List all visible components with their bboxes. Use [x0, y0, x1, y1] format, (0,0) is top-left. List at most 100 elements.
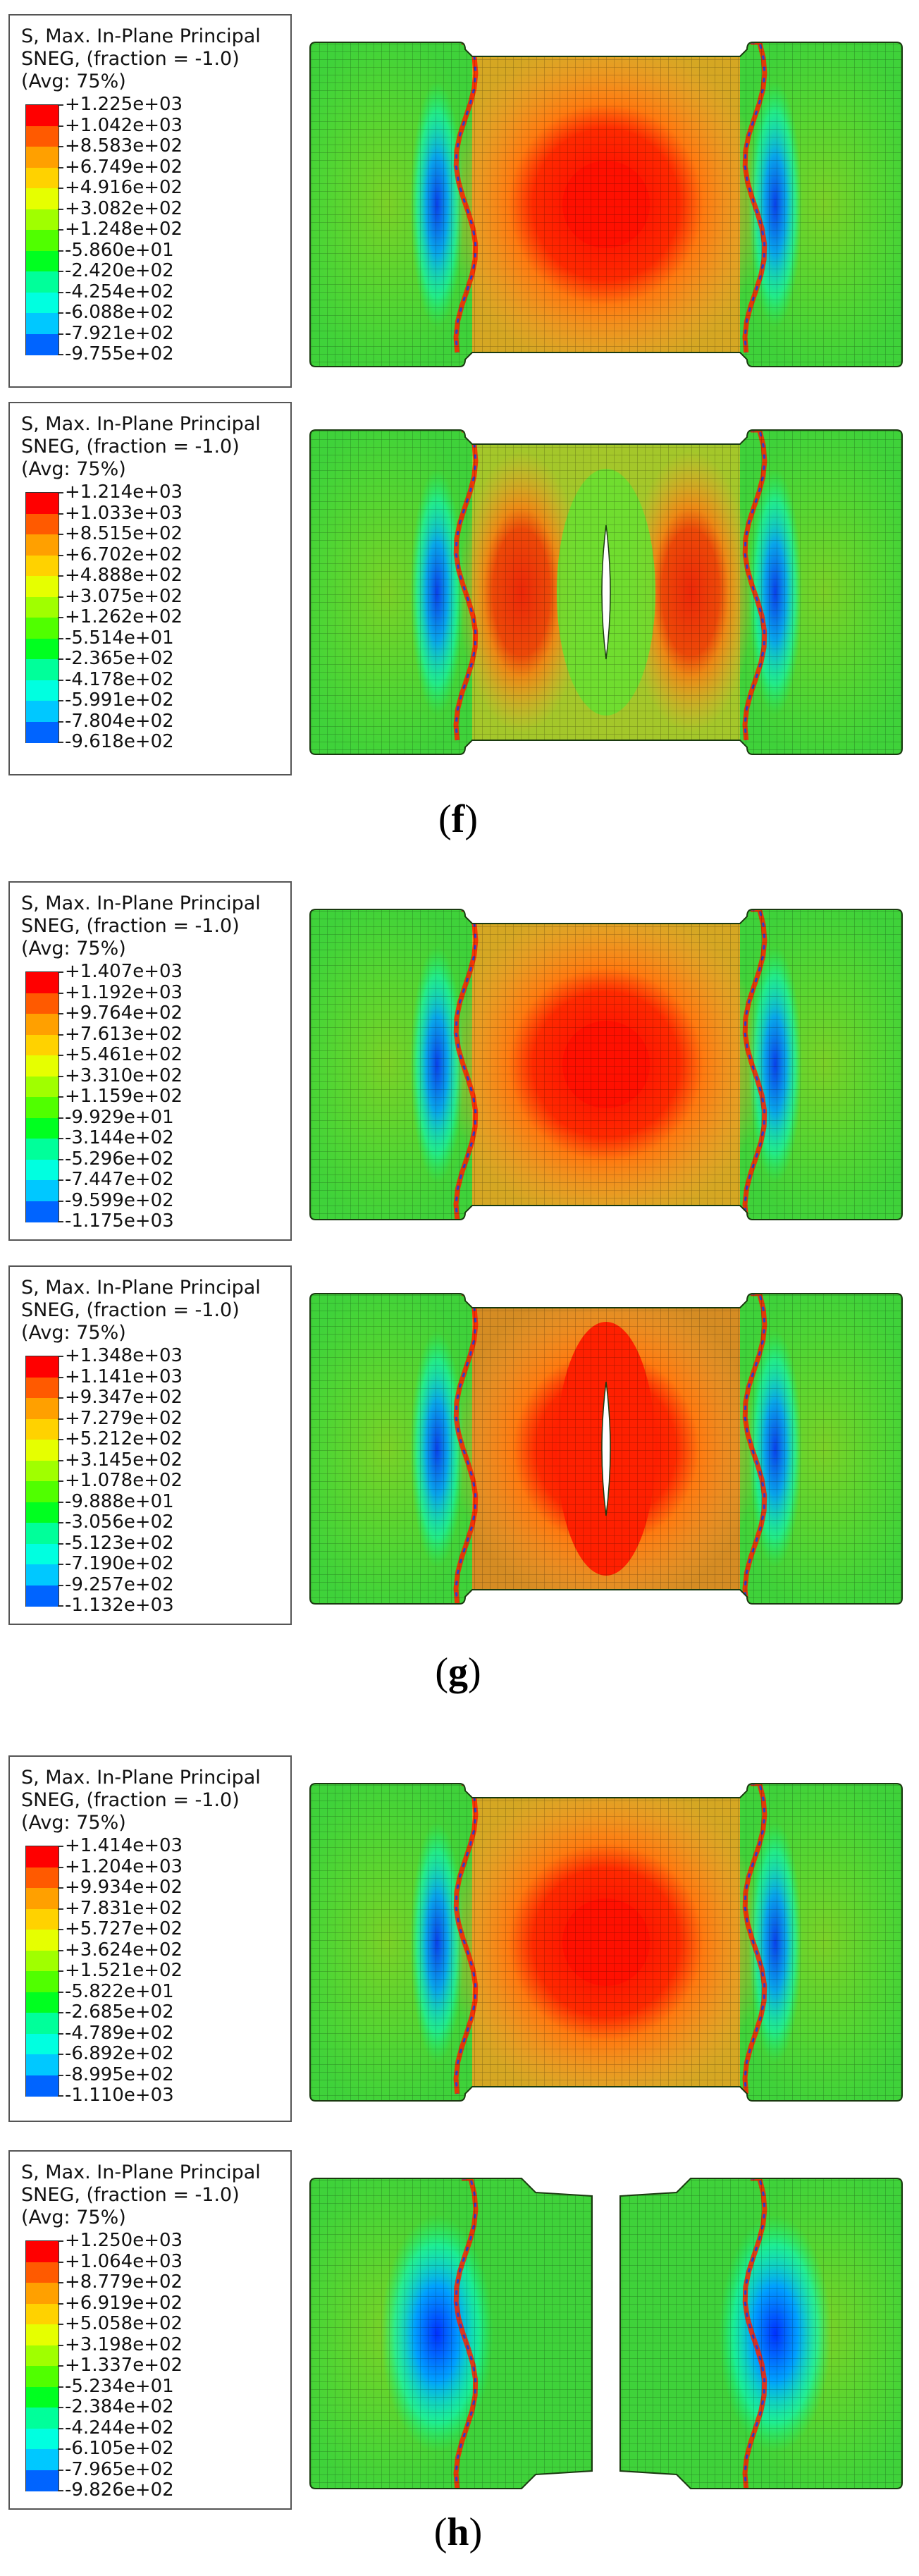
legend-value: +1.042e+03: [65, 114, 183, 136]
legend-tick: [58, 2407, 63, 2408]
legend-color-segment: [26, 1117, 58, 1139]
legend-color-segment: [26, 1139, 58, 1160]
legend-tick: [58, 1013, 63, 1014]
legend-color-segment: [26, 1180, 58, 1201]
legend-value: +9.347e+02: [65, 1387, 183, 1408]
legend-value: +5.212e+02: [65, 1428, 183, 1449]
legend-value: +1.250e+03: [65, 2230, 183, 2251]
legend-value: +1.348e+03: [65, 1345, 183, 1366]
legend-color-segment: [26, 1055, 58, 1077]
legend-tick: [58, 354, 63, 355]
crack-opening: [601, 1381, 611, 1516]
legend-tick: [58, 679, 63, 681]
legend-tick: [58, 700, 63, 701]
legend-value: -3.144e+02: [65, 1127, 174, 1148]
legend-color-segment: [26, 721, 58, 743]
legend-color-bar: [25, 1356, 59, 1607]
legend-tick: [58, 2427, 63, 2429]
legend-title-line: S, Max. In-Plane Principal: [21, 1277, 261, 1299]
legend-tick: [58, 1991, 63, 1993]
legend-value: +1.141e+03: [65, 1366, 183, 1387]
legend-tick: [58, 1970, 63, 1972]
legend-color-segment: [26, 1502, 58, 1523]
crack-opening: [601, 525, 611, 660]
legend-tick: [58, 1075, 63, 1077]
legend-box: S, Max. In-Plane Principal SNEG, (fractio…: [8, 402, 292, 775]
specimen-mesh: [309, 429, 903, 755]
legend-value: -1.132e+03: [65, 1595, 174, 1616]
legend-tick: [58, 971, 63, 973]
legend-value: +3.310e+02: [65, 1065, 183, 1086]
legend-value: -2.420e+02: [65, 260, 174, 281]
legend-tick: [58, 2261, 63, 2263]
legend-value: +5.058e+02: [65, 2313, 183, 2334]
legend-tick: [58, 188, 63, 189]
legend-value: +8.515e+02: [65, 523, 183, 544]
legend-color-segment: [26, 1418, 58, 1440]
specimen-mesh: [309, 909, 903, 1220]
stress-contour-plot: [309, 1783, 903, 2102]
legend-color-segment: [26, 1076, 58, 1098]
legend-tick: [58, 2240, 63, 2242]
legend-tick: [58, 271, 63, 272]
legend-tick: [58, 1605, 63, 1607]
legend-value: +1.521e+02: [65, 1960, 183, 1981]
legend-value: +1.064e+03: [65, 2250, 183, 2272]
legend-tick: [58, 2490, 63, 2491]
legend-color-segment: [26, 513, 58, 535]
legend-value: -5.822e+01: [65, 1980, 174, 2002]
legend-color-segment: [26, 2303, 58, 2325]
legend-tick: [58, 513, 63, 515]
legend-value: +6.919e+02: [65, 2292, 183, 2314]
legend-title-line: S, Max. In-Plane Principal: [21, 1767, 261, 1789]
legend-tick: [58, 658, 63, 660]
legend-value: -4.789e+02: [65, 2022, 174, 2044]
legend-value: -1.175e+03: [65, 1210, 174, 1232]
legend-color-segment: [26, 271, 58, 293]
legend-value: -6.892e+02: [65, 2043, 174, 2064]
legend-color-segment: [26, 534, 58, 556]
panel-4: S, Max. In-Plane Principal SNEG, (fractio…: [0, 1265, 919, 1632]
legend-color-segment: [26, 105, 58, 126]
legend-tick: [58, 333, 63, 335]
legend-color-segment: [26, 2013, 58, 2034]
legend-color-segment: [26, 250, 58, 272]
legend-value: -5.860e+01: [65, 239, 174, 261]
legend-value: +1.414e+03: [65, 1835, 183, 1856]
legend-tick: [58, 1542, 63, 1545]
legend-tick: [58, 1439, 63, 1440]
legend-color-segment: [26, 2241, 58, 2262]
legend-tick: [58, 1376, 63, 1378]
legend-tick: [58, 1055, 63, 1056]
legend-title-line: SNEG, (fraction = -1.0): [21, 1299, 240, 1321]
legend-box: S, Max. In-Plane Principal SNEG, (fractio…: [8, 1755, 292, 2122]
legend-tick: [58, 2365, 63, 2367]
legend-color-segment: [26, 2033, 58, 2055]
legend-color-segment: [26, 1564, 58, 1586]
legend-tick: [58, 1418, 63, 1420]
legend-title-line: (Avg: 75%): [21, 1812, 126, 1834]
legend-title-line: (Avg: 75%): [21, 70, 126, 92]
specimen-mesh: [309, 1293, 903, 1605]
legend-tick: [58, 992, 63, 994]
legend-color-segment: [26, 2386, 58, 2408]
legend-tick: [58, 1866, 63, 1868]
legend-title-line: SNEG, (fraction = -1.0): [21, 436, 240, 458]
legend-color-segment: [26, 638, 58, 660]
legend-tick: [58, 2469, 63, 2471]
legend-tick: [58, 596, 63, 598]
legend-color-bar: [25, 492, 59, 743]
legend-color-segment: [26, 2283, 58, 2304]
legend-value: -5.514e+01: [65, 627, 174, 649]
legend-value: +3.145e+02: [65, 1449, 183, 1471]
legend-color-segment: [26, 1585, 58, 1607]
stress-contour-plot: [309, 1293, 903, 1605]
legend-tick: [58, 2095, 63, 2097]
legend-tick: [58, 1501, 63, 1503]
subfigure-label-f: (f): [438, 797, 478, 841]
legend-value: -9.755e+02: [65, 343, 174, 364]
legend-color-segment: [26, 1481, 58, 1502]
legend-color-segment: [26, 209, 58, 231]
legend-value: -4.178e+02: [65, 668, 174, 690]
legend-value: +3.198e+02: [65, 2333, 183, 2355]
